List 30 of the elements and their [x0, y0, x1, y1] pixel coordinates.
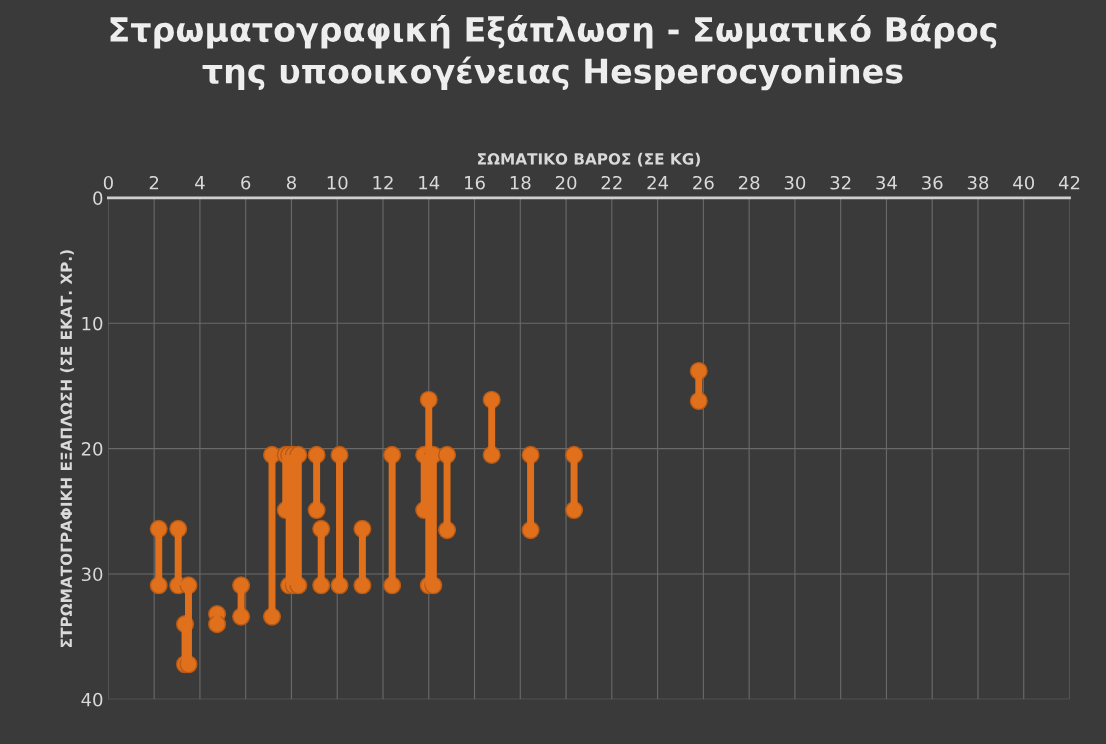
- y-tick-label: 30: [81, 567, 103, 582]
- x-tick-label: 6: [241, 175, 251, 190]
- x-tick-label: 24: [647, 175, 669, 190]
- x-tick-label: 16: [465, 175, 485, 190]
- x-tick-label: 2: [149, 175, 159, 190]
- x-tick-label: 10: [327, 175, 348, 190]
- x-tick-label: 32: [830, 175, 851, 190]
- x-tick-label: 8: [286, 175, 296, 190]
- x-axis-title: ΣΩΜΑΤΙΚΟ ΒΑΡΟΣ (ΣΕ KG): [478, 152, 700, 167]
- x-tick-label: 34: [876, 175, 897, 190]
- y-tick-label: 10: [82, 316, 103, 331]
- x-tick-label: 28: [738, 175, 760, 190]
- chart-title: Στρωματογραφική Εξάπλωση - Σωματικό Βάρος της υποοικογένειας Hesperocyonines: [110, 14, 997, 91]
- x-tick-label: 22: [601, 175, 622, 190]
- x-tick-label: 4: [195, 176, 205, 190]
- x-tick-label: 38: [967, 175, 989, 190]
- x-tick-label: 0: [103, 175, 113, 190]
- x-tick-label: 42: [1058, 175, 1080, 190]
- x-tick-label: 36: [922, 175, 943, 190]
- x-tick-label: 18: [510, 175, 531, 190]
- y-tick-label: 20: [81, 442, 103, 456]
- y-tick-label: 40: [81, 692, 103, 707]
- x-tick-label: 30: [784, 175, 806, 190]
- x-tick-label: 14: [419, 176, 440, 190]
- y-tick-label: 0: [93, 191, 103, 206]
- x-tick-label: 40: [1013, 175, 1035, 190]
- x-tick-label: 26: [693, 175, 714, 190]
- x-tick-label: 12: [373, 175, 393, 190]
- y-axis-title: ΣΤΡΩΜΑΤΟΓΡΑΦΙΚΗ ΕΞΑΠΛΩΣΗ (ΣΕ ΕΚΑΤ. ΧΡ.): [60, 250, 74, 647]
- x-tick-label: 20: [555, 175, 577, 190]
